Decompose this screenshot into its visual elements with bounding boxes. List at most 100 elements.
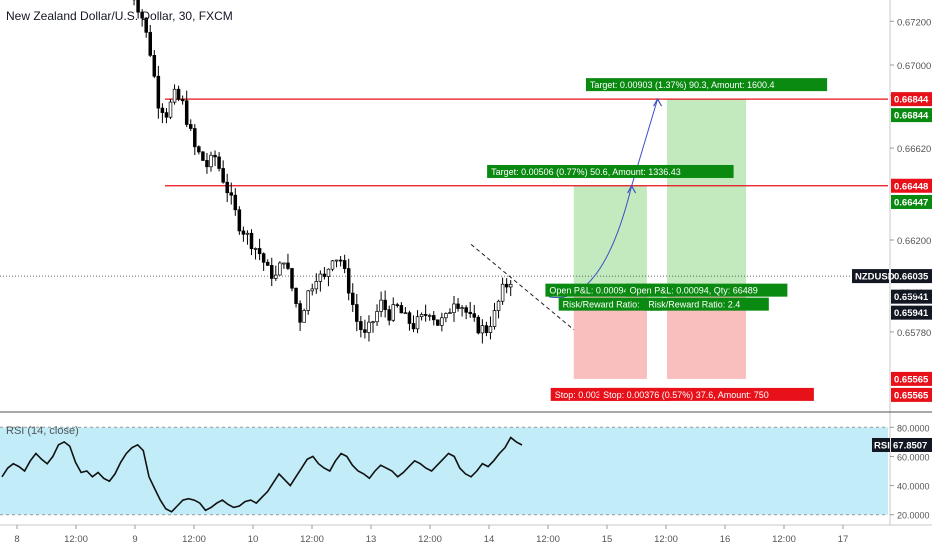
price-tick-label: 0.66200 bbox=[897, 236, 931, 247]
price-tag-text: 0.65941 bbox=[894, 308, 929, 319]
candle-body bbox=[209, 154, 213, 168]
candle-body bbox=[233, 194, 238, 211]
candle-body bbox=[318, 273, 323, 282]
target-label-1[interactable]: Target: 0.00506 (0.77%) 50.6, Amount: 13… bbox=[487, 164, 734, 178]
candle-body bbox=[456, 303, 460, 309]
candle-body bbox=[472, 313, 477, 318]
candle-body bbox=[383, 299, 387, 310]
price-tag-target[interactable]: 0.66844 bbox=[891, 108, 932, 123]
candle-body bbox=[334, 259, 339, 262]
price-tag-text: 0.65941 bbox=[894, 292, 929, 303]
stop-label-2[interactable]: Stop: 0.00376 (0.57%) 37.6, Amount: 750 bbox=[599, 387, 814, 401]
rsi-layer bbox=[0, 426, 888, 516]
symbol-tag-bg bbox=[852, 269, 889, 284]
candle-body bbox=[176, 88, 181, 100]
rsi-tick-label: 40.0000 bbox=[897, 482, 930, 492]
candle-body bbox=[411, 323, 416, 330]
time-tick-label: 14 bbox=[484, 534, 495, 545]
projection-arrow-1[interactable] bbox=[548, 185, 633, 299]
price-tick-label: 0.67000 bbox=[897, 61, 931, 72]
symbol-tag[interactable]: NZDUSD bbox=[852, 269, 895, 284]
candle-body bbox=[351, 292, 355, 305]
candle-body bbox=[436, 319, 440, 326]
trendline[interactable] bbox=[470, 243, 575, 331]
candle-body bbox=[419, 314, 424, 318]
price-tag-bg bbox=[891, 108, 932, 123]
candle-body bbox=[476, 316, 481, 334]
time-tick-label: 12:00 bbox=[300, 534, 324, 545]
arrowhead bbox=[653, 97, 663, 107]
price-tag-level[interactable]: 0.66844 bbox=[891, 92, 932, 107]
price-tag-stop[interactable]: 0.65565 bbox=[891, 371, 932, 386]
candle-body bbox=[144, 17, 148, 33]
candle-body bbox=[290, 268, 294, 289]
rr-label-2-bg bbox=[644, 297, 769, 311]
target-label-2-bg bbox=[585, 78, 828, 92]
candle-body bbox=[330, 260, 335, 270]
pnl-label-2-text: Open P&L: 0.00094, Qty: 66489 bbox=[630, 286, 758, 296]
rsi-value-tag[interactable]: 67.8507 bbox=[891, 437, 932, 452]
rr-label-2[interactable]: Risk/Reward Ratio: 2.4 bbox=[644, 297, 769, 311]
candle-body bbox=[221, 168, 225, 183]
chart-title: New Zealand Dollar/U.S. Dollar, 30, FXCM bbox=[6, 9, 233, 23]
position-profit-zone bbox=[667, 99, 747, 297]
pnl-label-1-text: Open P&L: 0.00094, Qty: bbox=[549, 286, 650, 296]
time-tick-label: 12:00 bbox=[64, 534, 88, 545]
candle-body bbox=[399, 305, 404, 314]
candle-body bbox=[270, 265, 274, 279]
pnl-label-2[interactable]: Open P&L: 0.00094, Qty: 66489 bbox=[625, 283, 788, 297]
price-tag-last[interactable]: 0.66035 bbox=[891, 269, 932, 284]
candle-body bbox=[379, 299, 383, 312]
candle-body bbox=[371, 321, 375, 324]
candle-body bbox=[302, 310, 306, 323]
time-tick-label: 12:00 bbox=[654, 534, 678, 545]
price-tag-entry[interactable]: 0.65941 bbox=[891, 305, 932, 320]
candle-body bbox=[403, 312, 408, 315]
rsi-tick-label: 80.0000 bbox=[897, 423, 930, 433]
candle-body bbox=[484, 325, 489, 333]
candle-body bbox=[278, 262, 282, 276]
rr-label-2-text: Risk/Reward Ratio: 2.4 bbox=[648, 300, 740, 310]
pnl-label-2-bg bbox=[625, 283, 788, 297]
target-label-2[interactable]: Target: 0.00903 (1.37%) 90.3, Amount: 16… bbox=[585, 78, 828, 92]
price-tag-text: 0.65565 bbox=[894, 390, 929, 401]
target-label-2-text: Target: 0.00903 (1.37%) 90.3, Amount: 16… bbox=[590, 80, 775, 90]
rr-label-1[interactable]: Risk/Reward Ratio: bbox=[558, 297, 663, 311]
candle-body bbox=[448, 312, 452, 314]
candle-body bbox=[148, 31, 153, 56]
time-tick-label: 12:00 bbox=[182, 534, 206, 545]
candle-body bbox=[184, 100, 189, 125]
candle-body bbox=[241, 230, 246, 235]
price-tag-bg bbox=[891, 305, 932, 320]
rsi-line[interactable] bbox=[1, 436, 523, 513]
rsi-name-tag-bg bbox=[872, 437, 890, 452]
position-profit-zone bbox=[573, 185, 647, 297]
price-tag-target[interactable]: 0.66447 bbox=[891, 194, 932, 209]
candle-body bbox=[245, 232, 250, 235]
rsi-tick-label: 20.0000 bbox=[897, 511, 930, 521]
rsi-name-tag-text: RSI bbox=[874, 440, 890, 451]
candle-body bbox=[310, 288, 315, 292]
candle-body bbox=[298, 303, 302, 323]
candle-body bbox=[197, 146, 201, 153]
price-tick-label: 0.66620 bbox=[897, 144, 931, 155]
axis-layer: 0.672000.670000.668600.666200.662000.657… bbox=[14, 17, 932, 545]
rr-label-1-text: Risk/Reward Ratio: bbox=[563, 300, 640, 310]
time-tick-label: 12:00 bbox=[536, 534, 560, 545]
candle-body bbox=[253, 248, 258, 250]
candle-body bbox=[460, 307, 464, 310]
candle-body bbox=[508, 283, 513, 288]
candle-body bbox=[265, 261, 270, 266]
price-tag-level[interactable]: 0.66448 bbox=[891, 178, 932, 193]
candle-body bbox=[488, 326, 493, 333]
candle-body bbox=[225, 181, 229, 194]
price-tag-text: 0.66448 bbox=[894, 181, 928, 192]
price-tag-bg bbox=[891, 269, 932, 284]
candle-body bbox=[160, 107, 165, 113]
candle-body bbox=[363, 329, 367, 333]
candle-body bbox=[423, 314, 428, 316]
price-tag-entry[interactable]: 0.65941 bbox=[891, 289, 932, 304]
price-tag-stop[interactable]: 0.65565 bbox=[891, 387, 932, 402]
price-tag-text: 0.66844 bbox=[894, 111, 929, 122]
